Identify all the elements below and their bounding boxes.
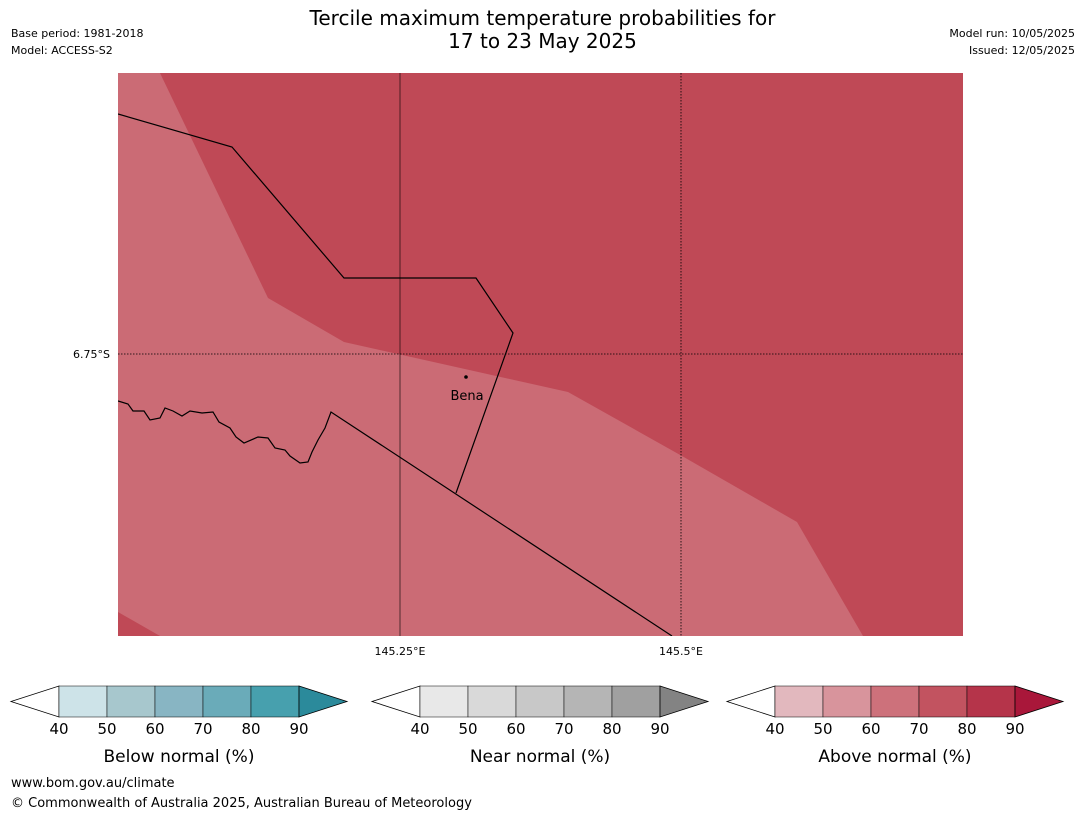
near-normal-colorbar-lower-extension [370, 685, 421, 718]
region-light [118, 73, 863, 636]
below-normal-colorbar-segment [154, 685, 204, 718]
above-normal-colorbar-tick-label: 70 [909, 720, 928, 738]
near-normal-colorbar-segment [419, 685, 469, 718]
above-normal-colorbar-tick-label: 60 [861, 720, 880, 738]
near-normal-colorbar-segment [467, 685, 517, 718]
footer-url: www.bom.gov.au/climate [11, 776, 175, 791]
lon-label-145-25: 145.25°E [375, 645, 426, 658]
admin-boundary-south [118, 400, 673, 636]
lon-label-145-5: 145.5°E [659, 645, 703, 658]
above-normal-colorbar-tick-label: 80 [957, 720, 976, 738]
near-normal-colorbar-tick-label: 70 [554, 720, 573, 738]
below-normal-colorbar-tick-label: 60 [145, 720, 164, 738]
above-normal-colorbar-segment [966, 685, 1016, 718]
map-title: Tercile maximum temperature probabilitie… [0, 7, 1085, 53]
near-normal-colorbar-segment [563, 685, 613, 718]
model-run: Model run: 10/05/2025 [949, 27, 1075, 40]
footer-copyright: © Commonwealth of Australia 2025, Austra… [11, 796, 472, 811]
near-normal-colorbar-upper-extension [659, 685, 710, 718]
below-normal-colorbar-segment [58, 685, 108, 718]
below-normal-colorbar-tick-label: 70 [193, 720, 212, 738]
below-normal-colorbar-lower-extension [9, 685, 60, 718]
meta-right: Model run: 10/05/2025 Issued: 12/05/2025 [949, 25, 1075, 59]
above-normal-colorbar-lower-extension [725, 685, 776, 718]
near-normal-colorbar-segment [515, 685, 565, 718]
near-normal-colorbar-label: Near normal (%) [470, 747, 610, 767]
near-normal-colorbar-tick-label: 80 [602, 720, 621, 738]
base-period: Base period: 1981-2018 [11, 27, 144, 40]
bena-marker [464, 375, 468, 379]
below-normal-colorbar-tick-label: 40 [49, 720, 68, 738]
issued-date: Issued: 12/05/2025 [968, 44, 1075, 57]
near-normal-colorbar-tick-label: 50 [458, 720, 477, 738]
place-label-bena: Bena [450, 389, 483, 404]
above-normal-colorbar-tick-label: 50 [813, 720, 832, 738]
above-normal-colorbar-tick-label: 90 [1005, 720, 1024, 738]
near-normal-colorbar-tick-label: 60 [506, 720, 525, 738]
above-normal-colorbar-segment [774, 685, 824, 718]
title-line-1: Tercile maximum temperature probabilitie… [309, 6, 776, 30]
above-normal-colorbar-label: Above normal (%) [818, 747, 971, 767]
near-normal-colorbar-tick-label: 90 [650, 720, 669, 738]
below-normal-colorbar-tick-label: 80 [241, 720, 260, 738]
title-line-2: 17 to 23 May 2025 [448, 29, 637, 53]
above-normal-colorbar-segment [870, 685, 920, 718]
below-normal-colorbar-segment [250, 685, 300, 718]
below-normal-colorbar-upper-extension [298, 685, 349, 718]
below-normal-colorbar-segment [106, 685, 156, 718]
below-normal-colorbar-segment [202, 685, 252, 718]
above-normal-colorbar-tick-label: 40 [765, 720, 784, 738]
model-name: Model: ACCESS-S2 [11, 44, 113, 57]
near-normal-colorbar-segment [611, 685, 661, 718]
below-normal-colorbar-tick-label: 90 [289, 720, 308, 738]
admin-boundary-north [118, 113, 514, 494]
above-normal-colorbar-segment [918, 685, 968, 718]
above-normal-colorbar-segment [822, 685, 872, 718]
colorbar-group: 40 50 60 70 80 90 Below normal (%) 40 50 60 70 80 90… [9, 685, 1065, 767]
below-normal-colorbar-label: Below normal (%) [104, 747, 255, 767]
meta-left: Base period: 1981-2018 Model: ACCESS-S2 [11, 25, 143, 59]
below-normal-colorbar-tick-label: 50 [97, 720, 116, 738]
above-normal-colorbar-upper-extension [1014, 685, 1065, 718]
near-normal-colorbar-tick-label: 40 [410, 720, 429, 738]
lat-label: 6.75°S [73, 348, 110, 361]
